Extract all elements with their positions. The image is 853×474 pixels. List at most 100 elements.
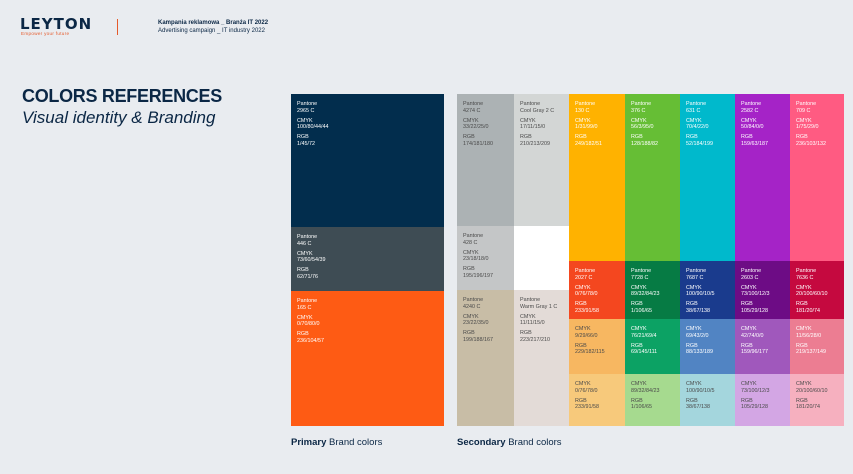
pantone-group: Pantone 446 C xyxy=(297,234,438,247)
rgb-group: RGB 159/96/177 xyxy=(741,343,784,356)
rgb-group: RGB 181/20/74 xyxy=(796,301,838,314)
rgb-group: RGB 195/196/197 xyxy=(463,266,508,279)
rgb-group: RGB 105/29/128 xyxy=(741,301,784,314)
rgb-value: 38/67/138 xyxy=(686,404,710,411)
color-swatch-g2: Pantone Cool Gray 2 C CMYK 17/11/15/0 RGB 210… xyxy=(514,94,569,226)
pantone-value: 4274 C xyxy=(463,107,481,114)
cmyk-group: CMYK 70/4/22/0 xyxy=(686,118,729,131)
color-swatch-c20: CMYK 20/100/60/10 RGB 181/20/74 xyxy=(790,374,844,426)
rgb-group: RGB 210/213/209 xyxy=(520,134,563,147)
pantone-value: 376 C xyxy=(631,107,646,114)
cmyk-value: 100/90/10/5 xyxy=(686,387,715,394)
rgb-label: RGB xyxy=(741,397,753,404)
rgb-group: RGB 233/91/58 xyxy=(575,301,619,314)
pantone-value: 7687 C xyxy=(686,274,704,281)
rgb-value: 1/45/72 xyxy=(297,140,315,147)
rgb-label: RGB xyxy=(575,397,587,404)
cmyk-label: CMYK xyxy=(631,117,647,124)
cmyk-label: CMYK xyxy=(575,326,591,332)
color-swatch-c6: Pantone 2027 C CMYK 0/76/78/0 RGB 233/91/58 xyxy=(569,261,625,319)
pantone-label: Pantone xyxy=(575,268,596,274)
pantone-group: Pantone 165 C xyxy=(297,298,438,311)
rgb-label: RGB xyxy=(686,342,698,349)
cmyk-value: 11/11/15/0 xyxy=(520,320,545,327)
cmyk-label: CMYK xyxy=(686,117,702,124)
campaign-title-pl: Kampania reklamowa _ Branża IT 2022 xyxy=(158,20,269,26)
secondary-caption: Secondary Brand colors xyxy=(457,437,562,448)
rgb-label: RGB xyxy=(741,342,753,349)
rgb-label: RGB xyxy=(631,397,643,404)
cmyk-group: CMYK 100/90/10/5 xyxy=(686,285,729,298)
rgb-label: RGB xyxy=(575,301,587,308)
color-swatch-c9: Pantone 2603 C CMYK 73/100/12/3 RGB 105/29/12… xyxy=(735,261,790,319)
rgb-group: RGB 38/67/138 xyxy=(686,398,729,411)
cmyk-value: 20/100/60/10 xyxy=(796,387,828,394)
cmyk-label: CMYK xyxy=(520,313,536,320)
pantone-label: Pantone xyxy=(575,101,596,107)
rgb-label: RGB xyxy=(297,267,309,274)
pantone-group: Pantone 130 C xyxy=(575,101,619,114)
color-swatch-c18: CMYK 100/90/10/5 RGB 38/67/138 xyxy=(680,374,735,426)
cmyk-group: CMYK 0/70/80/0 xyxy=(297,315,438,328)
cmyk-value: 0/76/78/0 xyxy=(575,291,598,298)
cmyk-group: CMYK 17/11/15/0 xyxy=(520,118,563,131)
rgb-label: RGB xyxy=(796,134,808,141)
pantone-value: Cool Gray 2 C xyxy=(520,107,555,114)
cmyk-value: 42/74/0/0 xyxy=(741,332,764,339)
pantone-value: 2027 C xyxy=(575,274,593,281)
rgb-value: 223/217/210 xyxy=(520,336,550,343)
pantone-label: Pantone xyxy=(686,268,707,274)
rgb-value: 210/213/209 xyxy=(520,140,550,147)
pantone-label: Pantone xyxy=(741,268,762,274)
cmyk-group: CMYK 20/100/60/10 xyxy=(796,381,838,394)
rgb-value: 174/181/180 xyxy=(463,140,493,147)
rgb-label: RGB xyxy=(297,331,309,338)
cmyk-label: CMYK xyxy=(686,326,702,332)
cmyk-label: CMYK xyxy=(796,381,812,387)
rgb-value: 195/196/197 xyxy=(463,272,493,279)
cmyk-label: CMYK xyxy=(741,284,757,291)
cmyk-group: CMYK 73/60/54/39 xyxy=(297,251,438,264)
cmyk-value: 11/56/28/0 xyxy=(796,332,822,339)
color-swatch-c16: CMYK 0/76/78/0 RGB 233/91/58 xyxy=(569,374,625,426)
cmyk-label: CMYK xyxy=(520,117,536,124)
pantone-group: Pantone 376 C xyxy=(631,101,674,114)
cmyk-value: 1/31/99/0 xyxy=(575,124,598,131)
cmyk-value: 23/18/18/0 xyxy=(463,256,489,263)
pantone-group: Pantone 4274 C xyxy=(463,101,508,114)
cmyk-label: CMYK xyxy=(575,284,591,291)
rgb-label: RGB xyxy=(741,301,753,308)
cmyk-value: 73/60/54/39 xyxy=(297,257,326,264)
color-swatch-c10: Pantone 7636 C CMYK 20/100/60/10 RGB 181/20/7… xyxy=(790,261,844,319)
rgb-value: 233/91/58 xyxy=(575,307,599,314)
pantone-label: Pantone xyxy=(631,268,652,274)
color-swatch-g4 xyxy=(514,226,569,290)
color-swatch-c7: Pantone 7728 C CMYK 89/32/84/23 RGB 1/106/65 xyxy=(625,261,680,319)
rgb-group: RGB 236/104/57 xyxy=(297,331,438,344)
cmyk-value: 23/22/35/0 xyxy=(463,320,489,327)
pantone-value: 165 C xyxy=(297,304,312,311)
cmyk-label: CMYK xyxy=(796,117,812,124)
rgb-label: RGB xyxy=(796,342,808,349)
rgb-label: RGB xyxy=(297,134,309,141)
cmyk-label: CMYK xyxy=(575,381,591,387)
pantone-label: Pantone xyxy=(297,101,318,107)
pantone-label: Pantone xyxy=(796,268,817,274)
rgb-value: 236/104/57 xyxy=(297,337,324,344)
cmyk-value: 70/4/22/0 xyxy=(686,124,709,131)
pantone-group: Pantone 2582 C xyxy=(741,101,784,114)
color-swatch-c19: CMYK 73/100/12/3 RGB 105/29/128 xyxy=(735,374,790,426)
pantone-label: Pantone xyxy=(463,233,484,239)
cmyk-label: CMYK xyxy=(631,326,647,332)
pantone-value: 2582 C xyxy=(741,107,759,114)
rgb-label: RGB xyxy=(686,301,698,308)
cmyk-label: CMYK xyxy=(796,284,812,291)
page-title: COLORS REFERENCES xyxy=(22,86,222,106)
pantone-label: Pantone xyxy=(520,101,541,107)
cmyk-group: CMYK 23/22/35/0 xyxy=(463,314,508,327)
primary-caption-bold: Primary xyxy=(291,437,327,448)
cmyk-value: 69/43/2/0 xyxy=(686,332,709,339)
pantone-value: 130 C xyxy=(575,107,590,114)
cmyk-group: CMYK 69/43/2/0 xyxy=(686,326,729,339)
cmyk-value: 17/11/15/0 xyxy=(520,124,546,131)
